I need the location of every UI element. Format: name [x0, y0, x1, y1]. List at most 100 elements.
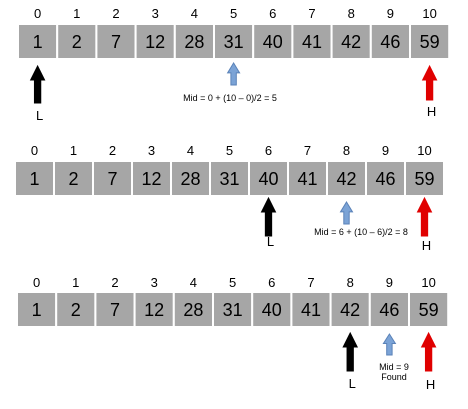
array-cell-value: 12: [141, 169, 161, 189]
array-cell-value: 41: [297, 169, 317, 189]
array-cell: [330, 23, 372, 60]
index-label: 8: [347, 275, 354, 290]
array-cell-value: 28: [184, 32, 204, 52]
array-cell-value: 12: [144, 300, 164, 320]
array-cell-value: 41: [301, 300, 321, 320]
array-cell: [369, 23, 411, 60]
index-label: 1: [73, 6, 80, 21]
index-label: 9: [387, 6, 394, 21]
mid-calculation-note: Mid = 9: [379, 362, 409, 372]
mid-calculation-note: Mid = 0 + (10 – 0)/2 = 5: [183, 93, 277, 103]
low-pointer-arrow: [29, 64, 46, 104]
low-pointer-arrow: [260, 196, 277, 237]
array-cell: [365, 160, 406, 197]
high-pointer-label: H: [427, 104, 436, 119]
array-cell: [212, 291, 254, 328]
index-label: 2: [111, 275, 118, 290]
array-cell: [291, 23, 333, 60]
array-cell-value: 46: [380, 32, 400, 52]
high-pointer-arrow: [416, 196, 433, 237]
index-label: 6: [268, 275, 275, 290]
index-label: 8: [343, 143, 350, 158]
low-pointer-arrow: [342, 331, 359, 372]
index-label: 7: [307, 275, 314, 290]
index-label: 8: [348, 6, 355, 21]
array-cell-value: 28: [180, 169, 200, 189]
array-cell: [252, 23, 294, 60]
index-label: 1: [70, 143, 77, 158]
index-label: 10: [421, 275, 435, 290]
array-cell-value: 1: [32, 300, 42, 320]
array-cell-value: 59: [414, 169, 434, 189]
index-label: 6: [269, 6, 276, 21]
array-cell: [209, 160, 250, 197]
array-cell-value: 59: [419, 300, 439, 320]
index-label: 5: [230, 6, 237, 21]
array-cell-value: 40: [258, 169, 278, 189]
array-cell: [56, 23, 98, 60]
array-cell: [95, 23, 137, 60]
array-cell: [170, 160, 211, 197]
mid-calculation-note: Found: [381, 372, 407, 382]
array-cell-value: 28: [183, 300, 203, 320]
array-cell-value: 40: [263, 32, 283, 52]
array-cell: [409, 23, 451, 60]
index-label: 0: [31, 143, 38, 158]
index-label: 9: [386, 275, 393, 290]
index-label: 7: [304, 143, 311, 158]
array-cell-value: 7: [107, 169, 117, 189]
index-label: 10: [422, 6, 436, 21]
array-cell-value: 31: [223, 300, 243, 320]
array-cell-value: 1: [33, 32, 43, 52]
index-label: 5: [229, 275, 236, 290]
index-label: 3: [148, 143, 155, 158]
array-cell-value: 2: [72, 32, 82, 52]
array-cell-value: 7: [111, 32, 121, 52]
array-cell: [329, 291, 371, 328]
index-label: 7: [308, 6, 315, 21]
array-cell: [94, 291, 136, 328]
array-cell: [172, 291, 215, 328]
array-cell-value: 42: [336, 169, 356, 189]
array-cell-value: 31: [224, 32, 244, 52]
array-cell-value: 46: [379, 300, 399, 320]
high-pointer-arrow: [420, 331, 437, 372]
array-cell: [287, 160, 328, 197]
index-label: 0: [34, 6, 41, 21]
index-label: 6: [265, 143, 272, 158]
low-pointer-label: L: [267, 234, 274, 249]
index-label: 4: [187, 143, 194, 158]
index-label: 2: [112, 6, 119, 21]
mid-pointer-arrow: [226, 62, 241, 86]
array-cell: [14, 160, 55, 197]
array-cell: [173, 23, 216, 60]
index-label: 2: [109, 143, 116, 158]
index-label: 10: [417, 143, 431, 158]
index-label: 4: [191, 6, 198, 21]
array-cell: [404, 160, 445, 197]
index-label: 5: [226, 143, 233, 158]
array-cell-value: 59: [420, 32, 440, 52]
array-cell-value: 46: [375, 169, 395, 189]
array-cell-value: 12: [145, 32, 165, 52]
array-cell: [16, 291, 58, 328]
index-label: 9: [382, 143, 389, 158]
array-cell: [408, 291, 450, 328]
array-cell-value: 31: [219, 169, 239, 189]
array-cell-value: 2: [68, 169, 78, 189]
mid-calculation-note: Mid = 6 + (10 – 6)/2 = 8: [314, 227, 408, 237]
mid-pointer-arrow: [339, 201, 354, 225]
low-pointer-label: L: [36, 108, 43, 123]
index-label: 4: [190, 275, 197, 290]
index-label: 3: [151, 275, 158, 290]
high-pointer-arrow: [421, 64, 438, 101]
array-cell: [17, 23, 59, 60]
index-label: 3: [152, 6, 159, 21]
index-label: 1: [72, 275, 79, 290]
array-cell-value: 7: [110, 300, 120, 320]
high-pointer-label: H: [422, 238, 431, 253]
array-cell: [326, 160, 367, 197]
